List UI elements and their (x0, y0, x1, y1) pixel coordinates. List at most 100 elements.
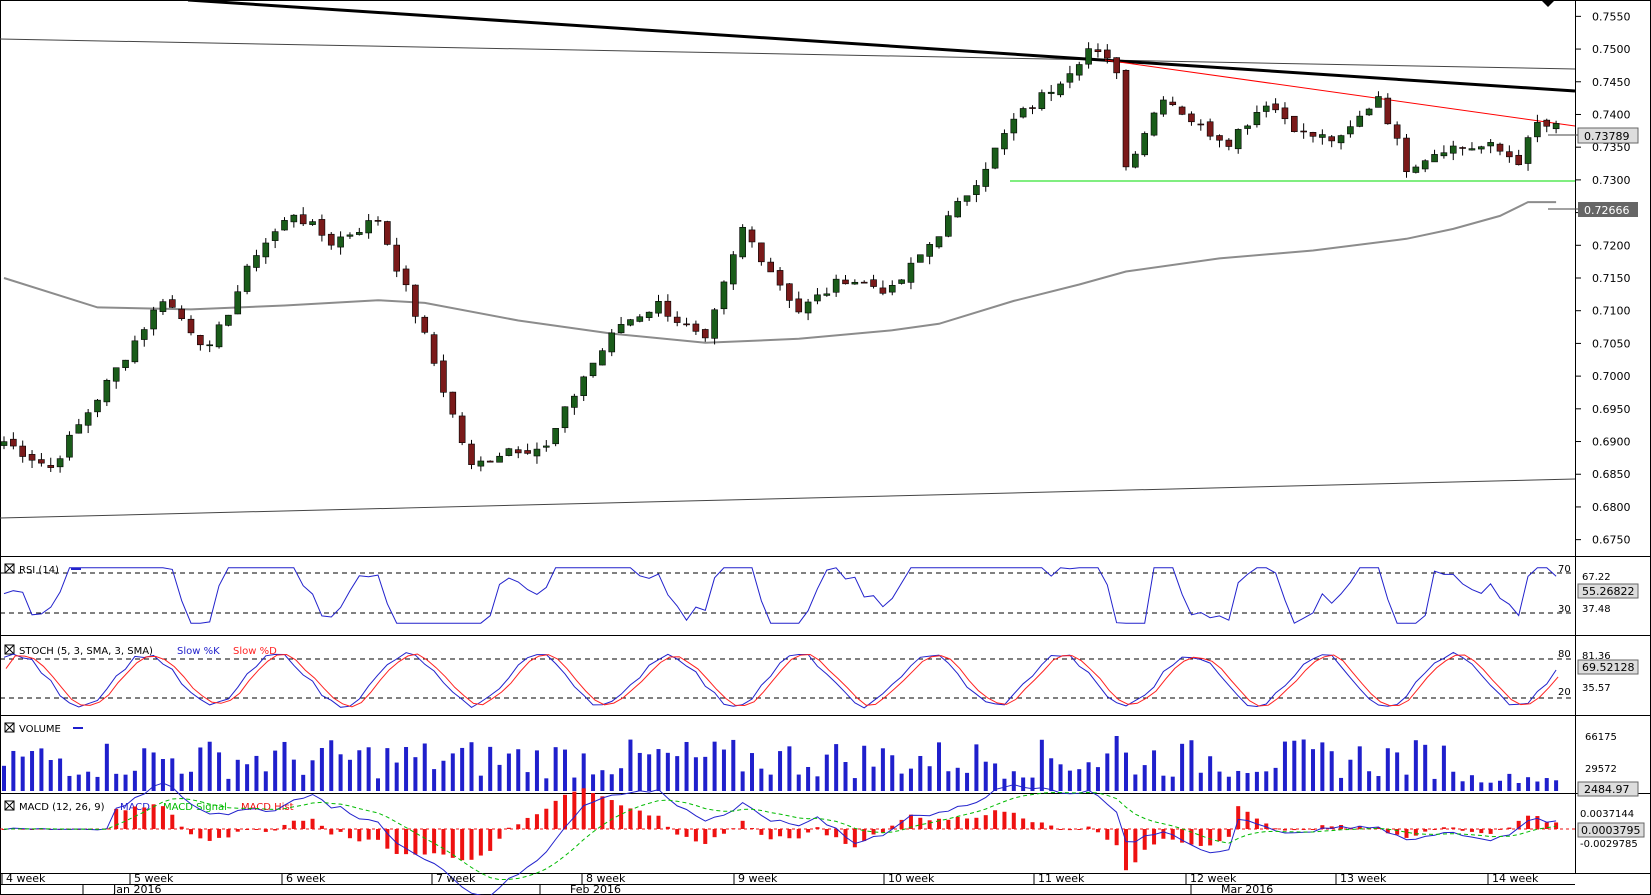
lower-channel-line (0, 478, 1576, 519)
macd-hist-bar (862, 829, 867, 842)
candle-down (514, 449, 522, 454)
price-tick-label: 0.6800 (1592, 501, 1631, 514)
macd-hist-bar (1301, 829, 1306, 830)
candle-up (1534, 122, 1541, 138)
candle-up (159, 301, 167, 312)
macd-hist-bar (1152, 829, 1157, 845)
candle-up (1010, 118, 1018, 134)
macd-hist-bar (1208, 829, 1213, 846)
macd-hist-bar (1469, 829, 1474, 832)
candle-down (1188, 113, 1195, 123)
volume-bar (1479, 782, 1484, 791)
candle-up (552, 428, 559, 445)
volume-bar (1039, 739, 1044, 791)
volume-panel: VOLUME 66175 29572 2484.97 (0, 722, 1651, 797)
macd-hist-bar (834, 829, 839, 838)
candle-up (309, 221, 316, 225)
volume-bar (189, 771, 193, 791)
rsi-title: RSI (14) (19, 565, 59, 576)
volume-bar (684, 741, 689, 791)
macd-title: MACD (12, 26, 9) (19, 802, 105, 813)
stoch-d-line (5, 653, 1559, 708)
volume-bar (207, 741, 212, 791)
volume-bar (123, 774, 128, 791)
candle-down (1291, 115, 1298, 133)
macd-hist-bar (151, 804, 156, 829)
volume-value-box (1577, 781, 1639, 797)
price-tick-label: 0.7400 (1592, 108, 1631, 121)
volume-bar (1544, 778, 1549, 791)
candle-up (571, 395, 578, 408)
macd-hist-bar (1030, 822, 1035, 829)
week-labels: 4 week 5 week 6 week 7 week 8 week 9 week 10 w… (1, 872, 1539, 885)
candle-down (47, 465, 55, 468)
volume-bar (993, 763, 998, 791)
macd-hist-bar (693, 829, 698, 842)
volume-bar (572, 777, 577, 791)
volume-bar (516, 749, 521, 791)
price-tick-label: 0.7550 (1592, 10, 1631, 23)
rsi-close-icon-x (4, 563, 15, 574)
candle-down (664, 300, 672, 317)
candle-up (1449, 145, 1457, 154)
macd-hist-bar (1498, 828, 1502, 830)
macd-hist-bar (927, 820, 932, 829)
macd-hist-bar (394, 829, 399, 854)
major-resistance-line (187, 0, 1576, 93)
candle-up (1524, 137, 1532, 164)
candle-down (795, 298, 803, 313)
volume-bar (376, 778, 380, 791)
candle-down (178, 308, 185, 320)
macd-hist-bar (20, 828, 25, 830)
candle-up (627, 319, 634, 326)
candle-down (692, 323, 700, 332)
candle-up (271, 231, 279, 241)
volume-bar (1423, 744, 1428, 791)
corner-marker-icon (1541, 0, 1555, 7)
candle-down (1113, 57, 1120, 74)
candle-up (589, 362, 597, 377)
month-labels: Jan 2016 Feb 2016 Mar 2016 (82, 883, 1273, 895)
macd-hist-bar (1236, 806, 1241, 829)
macd-hist-bar (319, 825, 324, 829)
volume-bar (1105, 753, 1110, 791)
week-label: 9 week (738, 872, 778, 885)
macd-scale-low: -0.0029785 (1580, 839, 1638, 850)
volume-bar (11, 750, 16, 791)
macd-signal-line (3, 791, 1557, 881)
volume-bar (114, 773, 119, 791)
volume-bar (759, 768, 764, 791)
volume-bar (1077, 769, 1082, 791)
macd-hist-bar (974, 817, 979, 829)
volume-bar (600, 770, 605, 791)
volume-bar (983, 761, 988, 791)
volume-bar (1217, 771, 1222, 791)
macd-hist-bar (731, 828, 736, 830)
candle-down (673, 316, 681, 323)
stoch-panel: STOCH (5, 3, SMA, 3, SMA) Slow %K Slow %… (0, 644, 1651, 716)
macd-hist-bar (908, 814, 913, 829)
macd-hist-bar (1320, 825, 1325, 829)
candle-down (524, 450, 531, 454)
volume-bar (1152, 750, 1157, 791)
volume-bar (890, 755, 895, 791)
candle-down (1029, 107, 1036, 109)
macd-hist-bar (263, 829, 268, 832)
month-label: Mar 2016 (1221, 883, 1273, 895)
volume-bar (366, 747, 371, 791)
macd-hist-bar (871, 829, 876, 835)
macd-hist-bar (665, 826, 670, 829)
volume-bar (1189, 740, 1194, 791)
volume-bar (160, 759, 165, 791)
volume-bar (544, 778, 549, 791)
volume-bar (1292, 740, 1297, 791)
volume-bar (217, 752, 222, 791)
month-label: Jan 2016 (112, 883, 161, 895)
volume-bar (413, 757, 418, 791)
macd-hist-bar (1002, 811, 1007, 829)
volume-bar (1488, 782, 1493, 791)
ma-price-label: 0.72666 (1578, 202, 1638, 217)
candle-down (327, 233, 335, 246)
volume-bar (226, 778, 231, 791)
candle-up (131, 340, 139, 363)
